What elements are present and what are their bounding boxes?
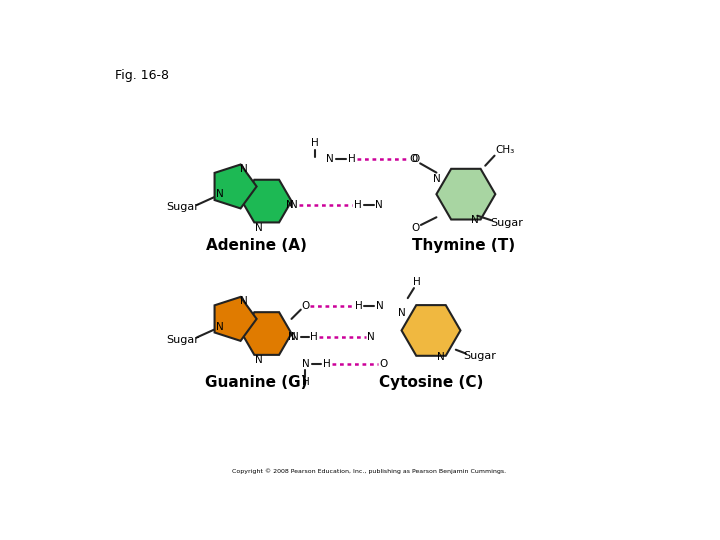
Text: H: H — [355, 301, 363, 311]
Text: N: N — [367, 333, 375, 342]
Text: O: O — [302, 301, 310, 311]
Text: H: H — [311, 138, 319, 149]
Text: Adenine (A): Adenine (A) — [206, 238, 307, 253]
Text: N: N — [255, 223, 263, 233]
Text: Sugar: Sugar — [490, 218, 523, 228]
Text: O: O — [379, 359, 388, 369]
Text: H: H — [323, 359, 330, 369]
Text: H: H — [413, 277, 421, 287]
Polygon shape — [242, 180, 292, 222]
Text: N: N — [255, 355, 263, 365]
Text: N: N — [398, 308, 406, 318]
Text: Fig. 16-8: Fig. 16-8 — [114, 69, 168, 82]
Text: N: N — [437, 353, 445, 362]
Text: O: O — [411, 154, 420, 164]
Text: Sugar: Sugar — [464, 351, 496, 361]
Polygon shape — [215, 297, 256, 341]
Text: N: N — [375, 200, 383, 210]
Text: N: N — [287, 333, 295, 342]
Text: H: H — [310, 333, 318, 342]
Text: Sugar: Sugar — [166, 335, 199, 345]
Text: N: N — [326, 154, 334, 164]
Text: N: N — [240, 296, 248, 306]
Text: H: H — [348, 154, 356, 164]
Text: H: H — [302, 377, 310, 387]
Text: Sugar: Sugar — [166, 202, 199, 212]
Text: O: O — [411, 223, 420, 233]
Text: N: N — [472, 215, 479, 225]
Text: N: N — [376, 301, 384, 311]
Polygon shape — [402, 305, 461, 356]
Text: N: N — [215, 189, 223, 199]
Text: N: N — [290, 200, 297, 210]
Text: N: N — [286, 200, 294, 210]
Text: Guanine (G): Guanine (G) — [205, 375, 308, 389]
Text: CH₃: CH₃ — [495, 145, 514, 154]
Text: N: N — [240, 164, 248, 174]
Text: Copyright © 2008 Pearson Education, Inc., publishing as Pearson Benjamin Cumming: Copyright © 2008 Pearson Education, Inc.… — [232, 469, 506, 474]
Text: N: N — [292, 333, 300, 342]
Polygon shape — [215, 165, 256, 208]
Text: O: O — [409, 154, 418, 164]
Polygon shape — [436, 169, 495, 219]
Text: N: N — [433, 174, 441, 184]
Text: N: N — [302, 359, 310, 369]
Text: Cytosine (C): Cytosine (C) — [379, 375, 483, 389]
Polygon shape — [242, 312, 292, 355]
Text: N: N — [215, 322, 223, 332]
Text: H: H — [354, 200, 362, 210]
Text: Thymine (T): Thymine (T) — [412, 238, 515, 253]
